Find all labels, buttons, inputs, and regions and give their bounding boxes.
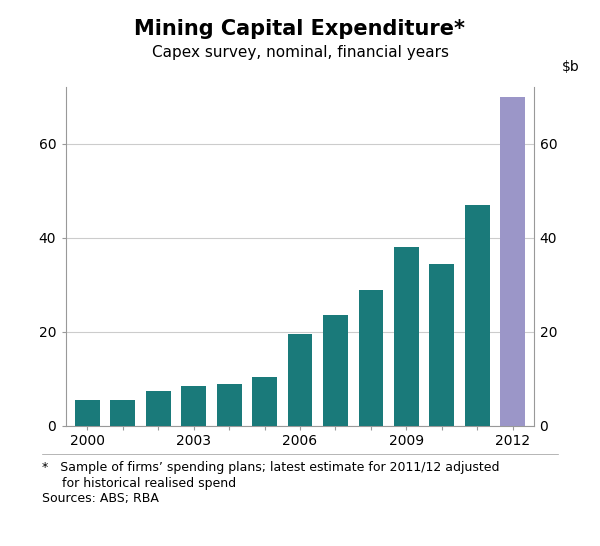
Bar bbox=[110, 400, 135, 426]
Bar bbox=[75, 400, 100, 426]
Bar bbox=[500, 97, 525, 426]
Bar bbox=[252, 377, 277, 426]
Text: Sources: ABS; RBA: Sources: ABS; RBA bbox=[42, 492, 159, 505]
Text: Mining Capital Expenditure*: Mining Capital Expenditure* bbox=[134, 19, 466, 39]
Bar bbox=[217, 383, 241, 426]
Bar bbox=[287, 334, 313, 426]
Text: $b: $b bbox=[562, 60, 580, 74]
Bar bbox=[323, 316, 348, 426]
Text: *   Sample of firms’ spending plans; latest estimate for 2011/12 adjusted: * Sample of firms’ spending plans; lates… bbox=[42, 461, 499, 474]
Bar bbox=[430, 264, 454, 426]
Bar bbox=[181, 386, 206, 426]
Bar bbox=[465, 205, 490, 426]
Bar bbox=[359, 289, 383, 426]
Text: Capex survey, nominal, financial years: Capex survey, nominal, financial years bbox=[151, 45, 449, 60]
Bar bbox=[394, 247, 419, 426]
Text: for historical realised spend: for historical realised spend bbox=[42, 477, 236, 490]
Bar bbox=[146, 390, 170, 426]
